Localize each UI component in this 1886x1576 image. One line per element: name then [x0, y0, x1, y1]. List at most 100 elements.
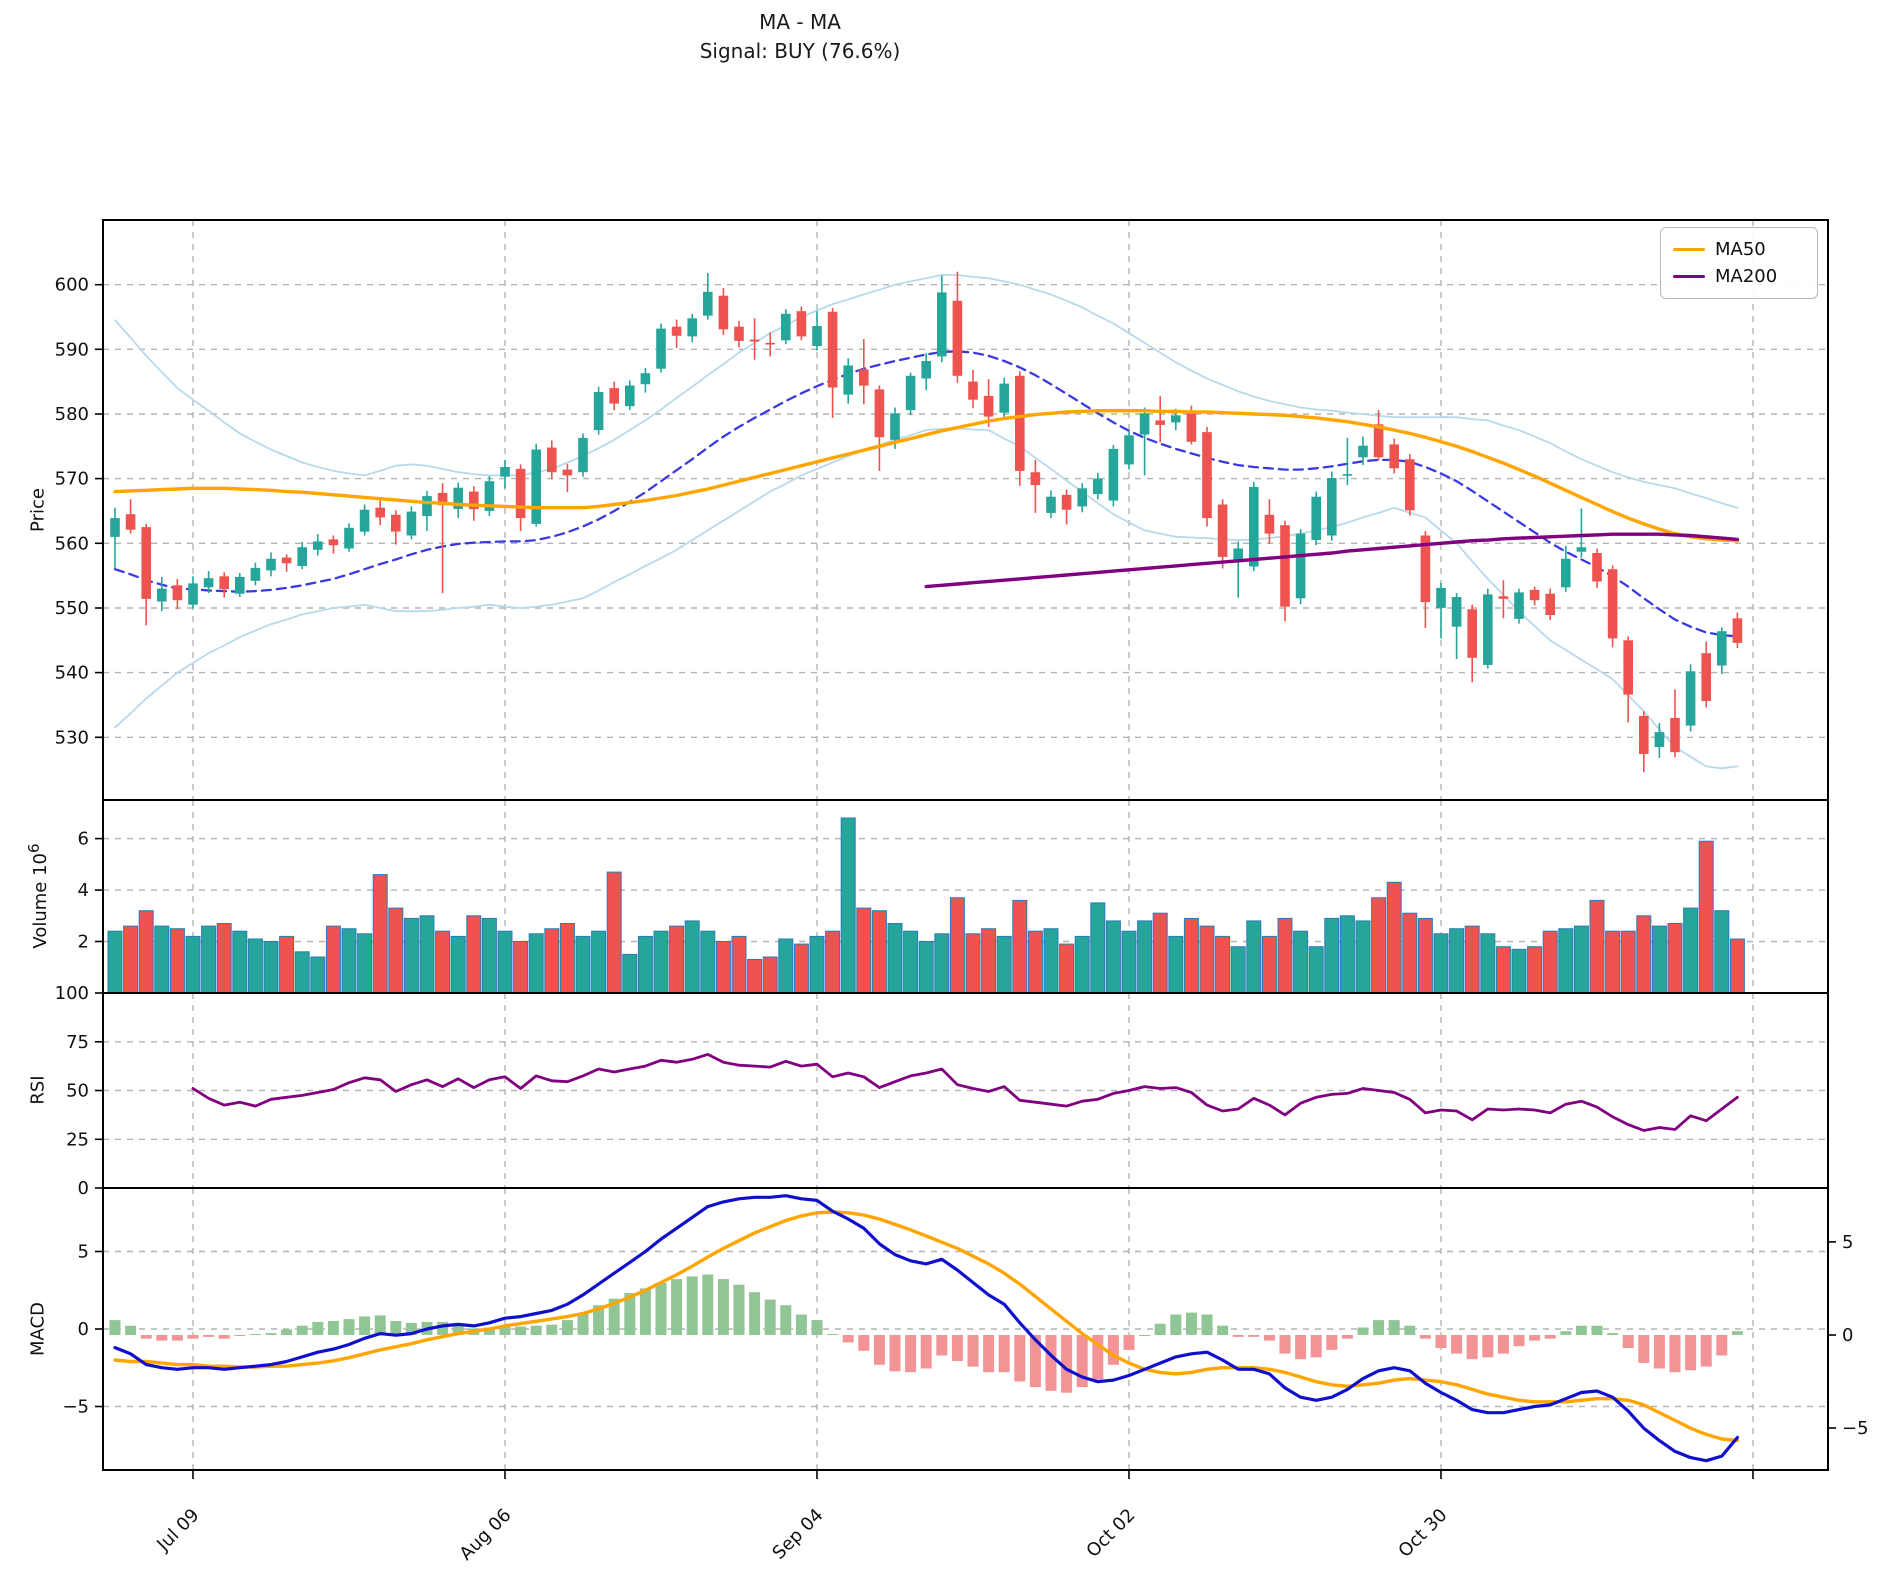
volume-bar: [1293, 930, 1309, 994]
candle-body: [1233, 548, 1243, 560]
macd-histogram-bar: [889, 1335, 901, 1372]
volume-bar: [497, 930, 513, 994]
volume-bar: [169, 928, 185, 994]
macd-histogram-bar: [905, 1335, 917, 1373]
candle-body: [1529, 589, 1540, 601]
volume-bar: [825, 930, 841, 994]
candle-body: [1483, 594, 1493, 665]
candle-body: [281, 557, 292, 564]
macd-histogram-bar: [296, 1325, 308, 1335]
macd-histogram-bar: [873, 1335, 885, 1365]
volume-bar: [762, 956, 778, 994]
rsi-axis-label: RSI: [27, 1075, 49, 1105]
volume-bar: [138, 910, 154, 994]
candle-body: [734, 326, 744, 341]
candle-body: [1545, 593, 1555, 615]
candle-body: [1202, 432, 1212, 519]
price-tick-label: 530: [55, 727, 89, 748]
price-tick-label: 540: [55, 663, 89, 684]
candle-body: [781, 313, 791, 341]
macd-histogram-bar: [1731, 1331, 1743, 1335]
macd-histogram-bar: [390, 1321, 402, 1335]
macd-histogram-bar: [546, 1324, 558, 1335]
macd-histogram-bar: [577, 1312, 589, 1335]
macd-histogram-bar: [281, 1329, 293, 1335]
candle-body: [1639, 715, 1649, 754]
candle-body: [406, 511, 417, 536]
ma200-line-swatch: [1673, 274, 1705, 279]
volume-bar: [1636, 915, 1652, 994]
volume-bar: [1261, 935, 1277, 994]
macd-histogram-bar: [1482, 1335, 1494, 1358]
candle-body: [609, 388, 619, 404]
candle-body: [344, 527, 354, 549]
macd-histogram-bar: [733, 1284, 745, 1335]
macd-histogram-bar: [811, 1320, 823, 1335]
volume-bar: [622, 953, 638, 994]
macd-histogram-bar: [764, 1299, 776, 1335]
candle-body: [1015, 375, 1025, 471]
candle-body: [547, 447, 557, 473]
macd-histogram-bar: [343, 1319, 355, 1335]
candle-body: [921, 361, 931, 379]
ma200-line: [924, 532, 1740, 589]
volume-bar: [1371, 897, 1387, 994]
macd-histogram-bar: [1497, 1335, 1509, 1354]
candle-body: [687, 318, 697, 337]
ma50-line: [113, 409, 1740, 543]
candle-body: [1717, 631, 1727, 666]
rsi-tick-label: 75: [66, 1032, 89, 1053]
volume-bar: [715, 941, 731, 994]
candle-body: [859, 369, 869, 386]
candle-body: [1576, 547, 1587, 552]
candle-body: [484, 481, 495, 511]
macd-histogram-bar: [156, 1335, 168, 1341]
volume-bar: [232, 930, 248, 994]
candle-body: [968, 381, 978, 400]
macd-histogram-bar: [1529, 1335, 1541, 1341]
macd-histogram-bar: [249, 1334, 261, 1335]
macd-histogram-bar: [1310, 1335, 1322, 1358]
volume-bar: [1215, 935, 1231, 994]
legend-label-ma50: MA50: [1715, 239, 1766, 260]
macd-histogram-bar: [171, 1335, 183, 1341]
macd-histogram-bar: [1341, 1335, 1353, 1339]
candle-body: [843, 365, 853, 395]
macd-left-tick-label: 5: [78, 1242, 89, 1263]
macd-histogram-bar: [1326, 1335, 1338, 1350]
candle-body: [1264, 514, 1275, 534]
candle-body: [1685, 671, 1696, 726]
volume-bar: [747, 959, 763, 994]
macd-histogram-bar: [1061, 1335, 1073, 1393]
volume-bar: [1308, 946, 1324, 994]
macd-right-tick-label: 5: [1842, 1232, 1853, 1253]
candle-body: [1654, 732, 1665, 747]
volume-bar: [606, 871, 622, 994]
rsi-tick-label: 0: [78, 1178, 89, 1199]
volume-bar: [731, 935, 747, 994]
macd-histogram-bar: [624, 1293, 636, 1335]
candle-body: [1732, 618, 1743, 643]
macd-histogram-bar: [1201, 1314, 1213, 1335]
volume-bar: [466, 915, 482, 994]
candle-body: [749, 339, 760, 342]
macd-histogram-bar: [1669, 1335, 1681, 1373]
macd-histogram-bar: [717, 1279, 729, 1335]
macd-histogram-bar: [1373, 1320, 1385, 1335]
candle-body: [359, 509, 370, 532]
candle-body: [1561, 558, 1571, 588]
candle-body: [999, 383, 1009, 413]
macd-histogram-bar: [1263, 1335, 1275, 1341]
price-tick-label: 590: [55, 339, 89, 360]
volume-bar: [1683, 907, 1699, 994]
volume-bar: [1667, 923, 1683, 994]
macd-histogram-bar: [1513, 1335, 1525, 1347]
volume-bar: [107, 930, 123, 994]
macd-histogram-bar: [1404, 1325, 1416, 1335]
volume-bar: [793, 943, 809, 994]
candle-body: [1592, 553, 1602, 582]
volume-bar: [1698, 840, 1714, 994]
volume-bar: [325, 925, 341, 994]
macd-histogram-bar: [1466, 1335, 1478, 1360]
